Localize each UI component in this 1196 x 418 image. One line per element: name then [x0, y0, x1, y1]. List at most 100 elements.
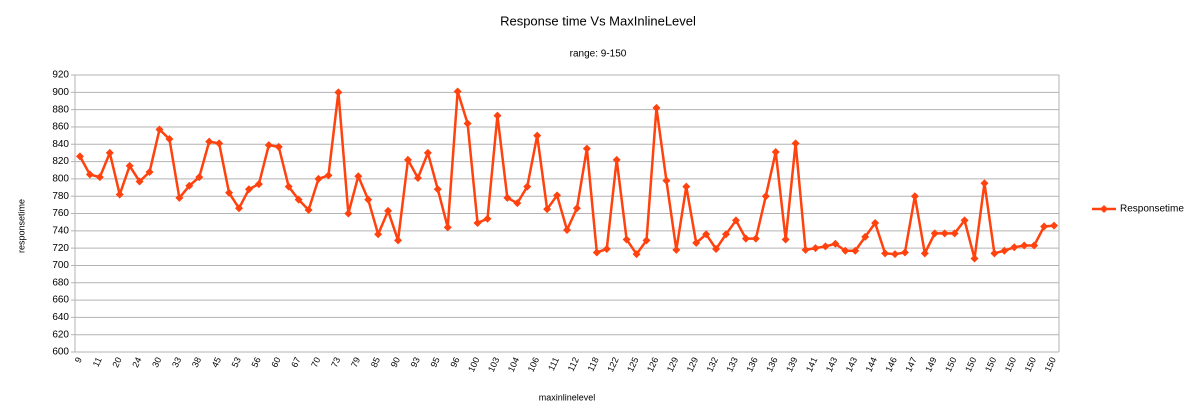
marker [294, 195, 303, 204]
marker [702, 230, 711, 239]
marker [543, 205, 552, 214]
marker [254, 180, 263, 189]
y-tick-label: 600 [52, 347, 69, 358]
marker [950, 229, 959, 238]
x-tick-label: 30 [150, 356, 163, 369]
x-tick-label: 129 [685, 356, 700, 374]
marker [662, 176, 671, 185]
marker [403, 155, 412, 164]
marker [851, 246, 860, 255]
marker [891, 250, 899, 259]
marker [374, 230, 383, 239]
marker [205, 137, 214, 146]
x-tick-label: 100 [466, 356, 481, 374]
marker [871, 219, 880, 228]
x-tick-label: 111 [546, 356, 561, 373]
marker [225, 188, 234, 197]
marker [682, 182, 691, 191]
marker [930, 229, 939, 238]
x-tick-label: 53 [230, 356, 243, 369]
x-tick-label: 79 [349, 356, 362, 369]
x-tick-label: 144 [864, 356, 879, 374]
x-tick-label: 45 [210, 356, 223, 369]
marker [722, 230, 731, 239]
y-tick-label: 860 [52, 122, 69, 133]
y-tick-label: 720 [52, 243, 69, 254]
marker [751, 234, 760, 243]
marker [572, 204, 581, 213]
x-tick-label: 112 [566, 356, 581, 373]
y-tick-label: 920 [52, 70, 69, 81]
marker [175, 193, 184, 202]
marker [433, 185, 442, 194]
marker [642, 236, 651, 245]
x-tick-label: 136 [764, 356, 779, 374]
marker [95, 173, 104, 182]
marker [592, 248, 601, 257]
marker [344, 209, 353, 218]
x-tick-label: 150 [1023, 356, 1038, 374]
marker [1020, 241, 1029, 250]
x-tick-label: 60 [269, 356, 282, 369]
marker [821, 242, 830, 251]
marker [741, 234, 750, 243]
x-tick-label: 150 [943, 356, 958, 374]
x-tick-label: 104 [506, 356, 521, 374]
y-tick-label: 660 [52, 295, 69, 306]
marker [712, 244, 721, 253]
chart-subtitle: range: 9-150 [570, 49, 627, 60]
x-tick-label: 136 [744, 356, 759, 374]
marker [970, 254, 979, 263]
marker [731, 216, 740, 225]
marker [413, 174, 422, 183]
marker [990, 249, 999, 258]
marker [304, 206, 313, 215]
marker [354, 172, 363, 181]
marker [1000, 246, 1009, 255]
x-tick-label: 96 [448, 356, 461, 369]
x-tick-label: 125 [625, 356, 640, 374]
x-tick-label: 85 [369, 356, 382, 369]
x-tick-label: 146 [884, 356, 899, 374]
marker [831, 239, 840, 248]
marker [940, 229, 949, 238]
x-tick-label: 150 [1003, 356, 1018, 374]
marker [612, 155, 621, 164]
marker [692, 238, 701, 247]
marker [811, 244, 820, 253]
legend-label: Responsetime [1120, 204, 1184, 215]
marker [602, 244, 611, 253]
marker [1050, 221, 1059, 230]
marker [920, 249, 929, 258]
marker [274, 142, 283, 151]
marker [781, 235, 790, 244]
marker [145, 167, 154, 176]
x-tick-label: 93 [409, 356, 422, 369]
marker [185, 181, 194, 190]
y-tick-label: 740 [52, 225, 69, 236]
marker [672, 245, 681, 254]
y-tick-label: 800 [52, 174, 69, 185]
marker [960, 216, 969, 225]
marker [493, 111, 502, 120]
marker [423, 148, 432, 157]
x-tick-label: 147 [903, 356, 918, 374]
y-tick-label: 780 [52, 191, 69, 202]
marker [1040, 222, 1049, 231]
x-tick-label: 106 [526, 356, 541, 374]
marker [334, 88, 343, 97]
y-tick-label: 900 [52, 87, 69, 98]
marker [900, 248, 909, 257]
marker [801, 245, 810, 254]
x-tick-label: 90 [389, 356, 402, 369]
marker [910, 192, 919, 201]
marker [582, 144, 591, 153]
marker [165, 135, 174, 144]
x-tick-label: 150 [1043, 356, 1058, 374]
marker [215, 139, 224, 148]
x-tick-label: 33 [170, 356, 183, 369]
x-tick-label: 143 [844, 356, 859, 374]
marker [453, 87, 462, 96]
marker [235, 204, 243, 213]
y-tick-label: 700 [52, 260, 69, 271]
